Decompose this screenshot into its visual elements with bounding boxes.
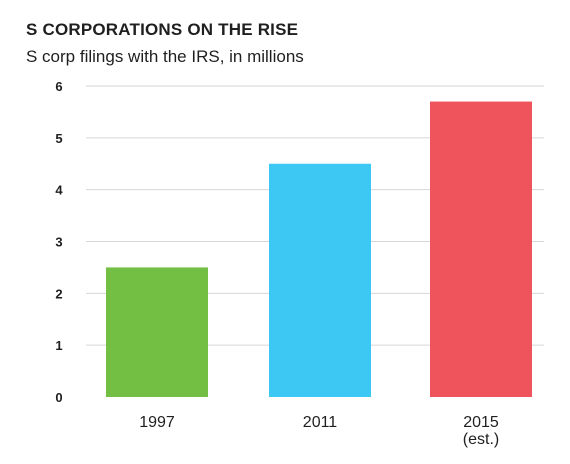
- bar-layer: [106, 101, 532, 398]
- x-tick-label: 2011: [303, 414, 338, 431]
- chart-subtitle: S corp filings with the IRS, in millions: [26, 47, 304, 66]
- y-tick-label: 1: [55, 338, 62, 353]
- y-tick-label: 5: [55, 131, 62, 146]
- bar-2011: [269, 163, 371, 397]
- bar-2015: [430, 101, 532, 398]
- y-axis: 0 1 2 3 4 5 6: [55, 79, 63, 405]
- y-tick-label: 3: [55, 235, 62, 250]
- x-tick-label: (est.): [463, 431, 499, 448]
- y-tick-label: 0: [55, 390, 62, 405]
- y-tick-label: 2: [55, 286, 62, 301]
- x-tick-label: 1997: [139, 414, 175, 431]
- y-tick-label: 4: [55, 183, 63, 198]
- x-tick-label: 2015: [463, 414, 499, 431]
- chart-title: S CORPORATIONS ON THE RISE: [26, 20, 299, 39]
- y-tick-label: 6: [55, 79, 62, 94]
- bar-1997: [106, 267, 208, 397]
- x-axis: 1997 2011 2015(est.): [139, 414, 499, 448]
